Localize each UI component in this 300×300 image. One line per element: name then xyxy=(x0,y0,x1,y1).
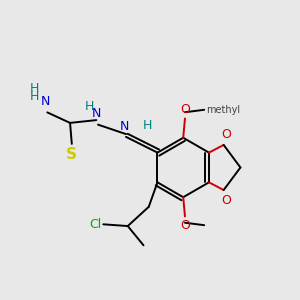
Text: Cl: Cl xyxy=(89,218,101,231)
Text: H: H xyxy=(29,82,39,95)
Text: H: H xyxy=(29,90,39,103)
Text: N: N xyxy=(41,95,50,108)
Text: H: H xyxy=(142,118,152,132)
Text: methyl: methyl xyxy=(206,105,240,115)
Text: H: H xyxy=(85,100,94,113)
Text: O: O xyxy=(221,128,231,141)
Text: N: N xyxy=(120,120,129,133)
Text: O: O xyxy=(180,103,190,116)
Text: O: O xyxy=(221,194,231,206)
Text: O: O xyxy=(180,219,190,232)
Text: N: N xyxy=(92,107,101,120)
Text: S: S xyxy=(66,147,77,162)
